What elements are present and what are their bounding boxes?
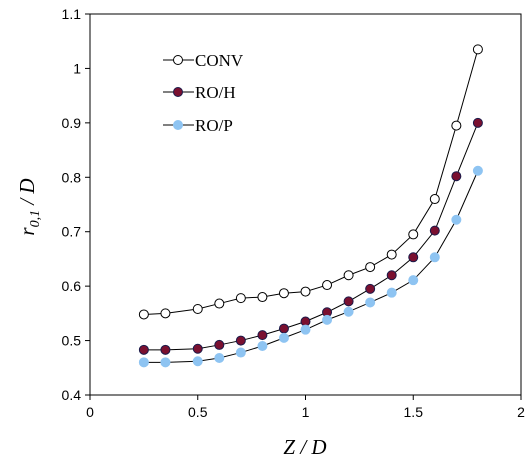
series-1 [138,44,483,320]
y-tick-label: 0.7 [62,224,82,240]
data-point [343,306,354,317]
data-point [386,249,397,260]
data-point [322,314,333,325]
data-point [365,283,376,294]
data-point [300,316,311,327]
data-point [138,309,149,320]
data-point [257,341,268,352]
data-point [343,296,354,307]
series-line [143,49,479,315]
data-point [429,225,440,236]
plot-area-frame [89,13,522,396]
data-point [138,344,149,355]
legend: CONV RO/H RO/P [163,51,244,135]
legend-item: RO/H [163,83,236,102]
data-point [343,270,354,281]
y-tick-label: 1 [73,60,81,76]
x-tick-label: 1.5 [404,404,424,420]
series-2 [138,117,483,355]
legend-item: CONV [163,51,244,70]
legend-item: RO/P [163,116,233,135]
data-point [408,252,419,263]
y-tick-label: 0.5 [62,333,82,349]
data-point [235,335,246,346]
x-tick-label: 2 [517,404,525,420]
y-axis-title-main: r [15,227,39,236]
data-point [257,292,268,303]
data-point [278,288,289,299]
data-point [451,171,462,182]
y-axis-title-rest: / D [15,178,39,210]
legend-marker [173,87,183,97]
data-point [472,117,483,128]
x-tick-label: 0.5 [188,404,208,420]
data-point [278,323,289,334]
data-point [214,339,225,350]
y-tick-label: 1.1 [62,6,82,22]
y-axis-title: r0,1 / D [15,178,43,235]
data-point [365,297,376,308]
data-point [138,357,149,368]
legend-marker [173,55,183,65]
data-point [192,356,203,367]
data-point [408,275,419,286]
data-point [322,280,333,291]
x-tick-label: 1 [302,404,310,420]
data-point [365,262,376,273]
data-point [278,332,289,343]
x-tick-label: 0 [86,404,94,420]
data-point [386,287,397,298]
data-point [429,194,440,205]
data-point [386,270,397,281]
data-point [214,352,225,363]
data-point [192,304,203,315]
data-point [300,286,311,297]
data-point [235,347,246,358]
data-point [451,120,462,131]
legend-label: CONV [195,51,244,70]
y-tick-label: 0.8 [62,169,82,185]
legend-label: RO/H [195,83,236,102]
data-point [257,330,268,341]
series-3 [138,165,483,368]
y-tick-label: 0.6 [62,278,82,294]
data-point [472,44,483,55]
data-point [408,229,419,240]
data-point [235,293,246,304]
legend-label: RO/P [195,116,233,135]
x-axis-title: Z / D [283,435,326,459]
y-tick-label: 0.4 [62,387,82,403]
data-point [160,357,171,368]
data-point [214,298,225,309]
series-line [143,122,479,351]
axis-ticks: 0 0.5 1 1.5 2 0.4 0.5 0.6 0.7 0.8 0.9 1 1.1 [62,6,526,420]
data-point [429,252,440,263]
series-layer [138,44,483,368]
data-point [160,308,171,319]
data-point [192,343,203,354]
data-point [300,324,311,335]
y-tick-label: 0.9 [62,115,82,131]
series-line [143,170,479,363]
data-point [160,344,171,355]
data-point [451,214,462,225]
y-axis-title-subscript: 0,1 [28,210,43,228]
legend-marker [173,120,183,130]
data-point [472,165,483,176]
